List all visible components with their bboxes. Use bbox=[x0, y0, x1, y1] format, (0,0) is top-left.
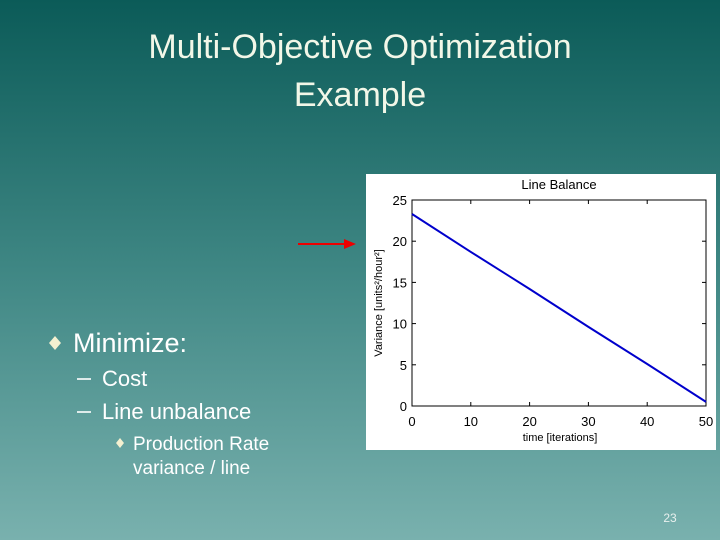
chart: Line Balance time [iterations] Variance … bbox=[366, 174, 716, 450]
y-tick-label: 10 bbox=[393, 317, 407, 332]
bullet-icon bbox=[116, 438, 124, 448]
slide-title: Example bbox=[294, 76, 426, 114]
arrowhead bbox=[344, 239, 356, 249]
bullet-text: Minimize: bbox=[73, 328, 187, 358]
sub-sub-bullet-text: variance / line bbox=[133, 458, 250, 479]
bullet-icon bbox=[49, 336, 61, 350]
sub-sub-bullet-text: Production Rate bbox=[133, 434, 269, 455]
page-number: 23 bbox=[663, 511, 677, 525]
slide-title: Multi-Objective Optimization bbox=[148, 28, 571, 66]
y-axis-label: Variance [units²/hour²] bbox=[373, 249, 385, 356]
x-tick-label: 50 bbox=[699, 414, 713, 429]
x-tick-label: 0 bbox=[408, 414, 415, 429]
data-line bbox=[411, 213, 707, 403]
y-tick-label: 25 bbox=[393, 193, 407, 208]
y-tick-label: 20 bbox=[393, 234, 407, 249]
x-tick-label: 30 bbox=[581, 414, 595, 429]
sub-bullet-text: Line unbalance bbox=[102, 399, 251, 424]
x-tick-label: 40 bbox=[640, 414, 654, 429]
x-axis-label: time [iterations] bbox=[523, 432, 598, 444]
y-tick-label: 0 bbox=[400, 399, 407, 414]
y-tick-label: 15 bbox=[393, 275, 407, 290]
x-tick-label: 20 bbox=[522, 414, 536, 429]
y-tick-label: 5 bbox=[400, 358, 407, 373]
chart-background bbox=[366, 174, 716, 450]
sub-bullet-text: Cost bbox=[102, 366, 147, 391]
x-tick-label: 10 bbox=[464, 414, 478, 429]
plot-frame bbox=[411, 199, 707, 407]
chart-title: Line Balance bbox=[521, 177, 596, 192]
